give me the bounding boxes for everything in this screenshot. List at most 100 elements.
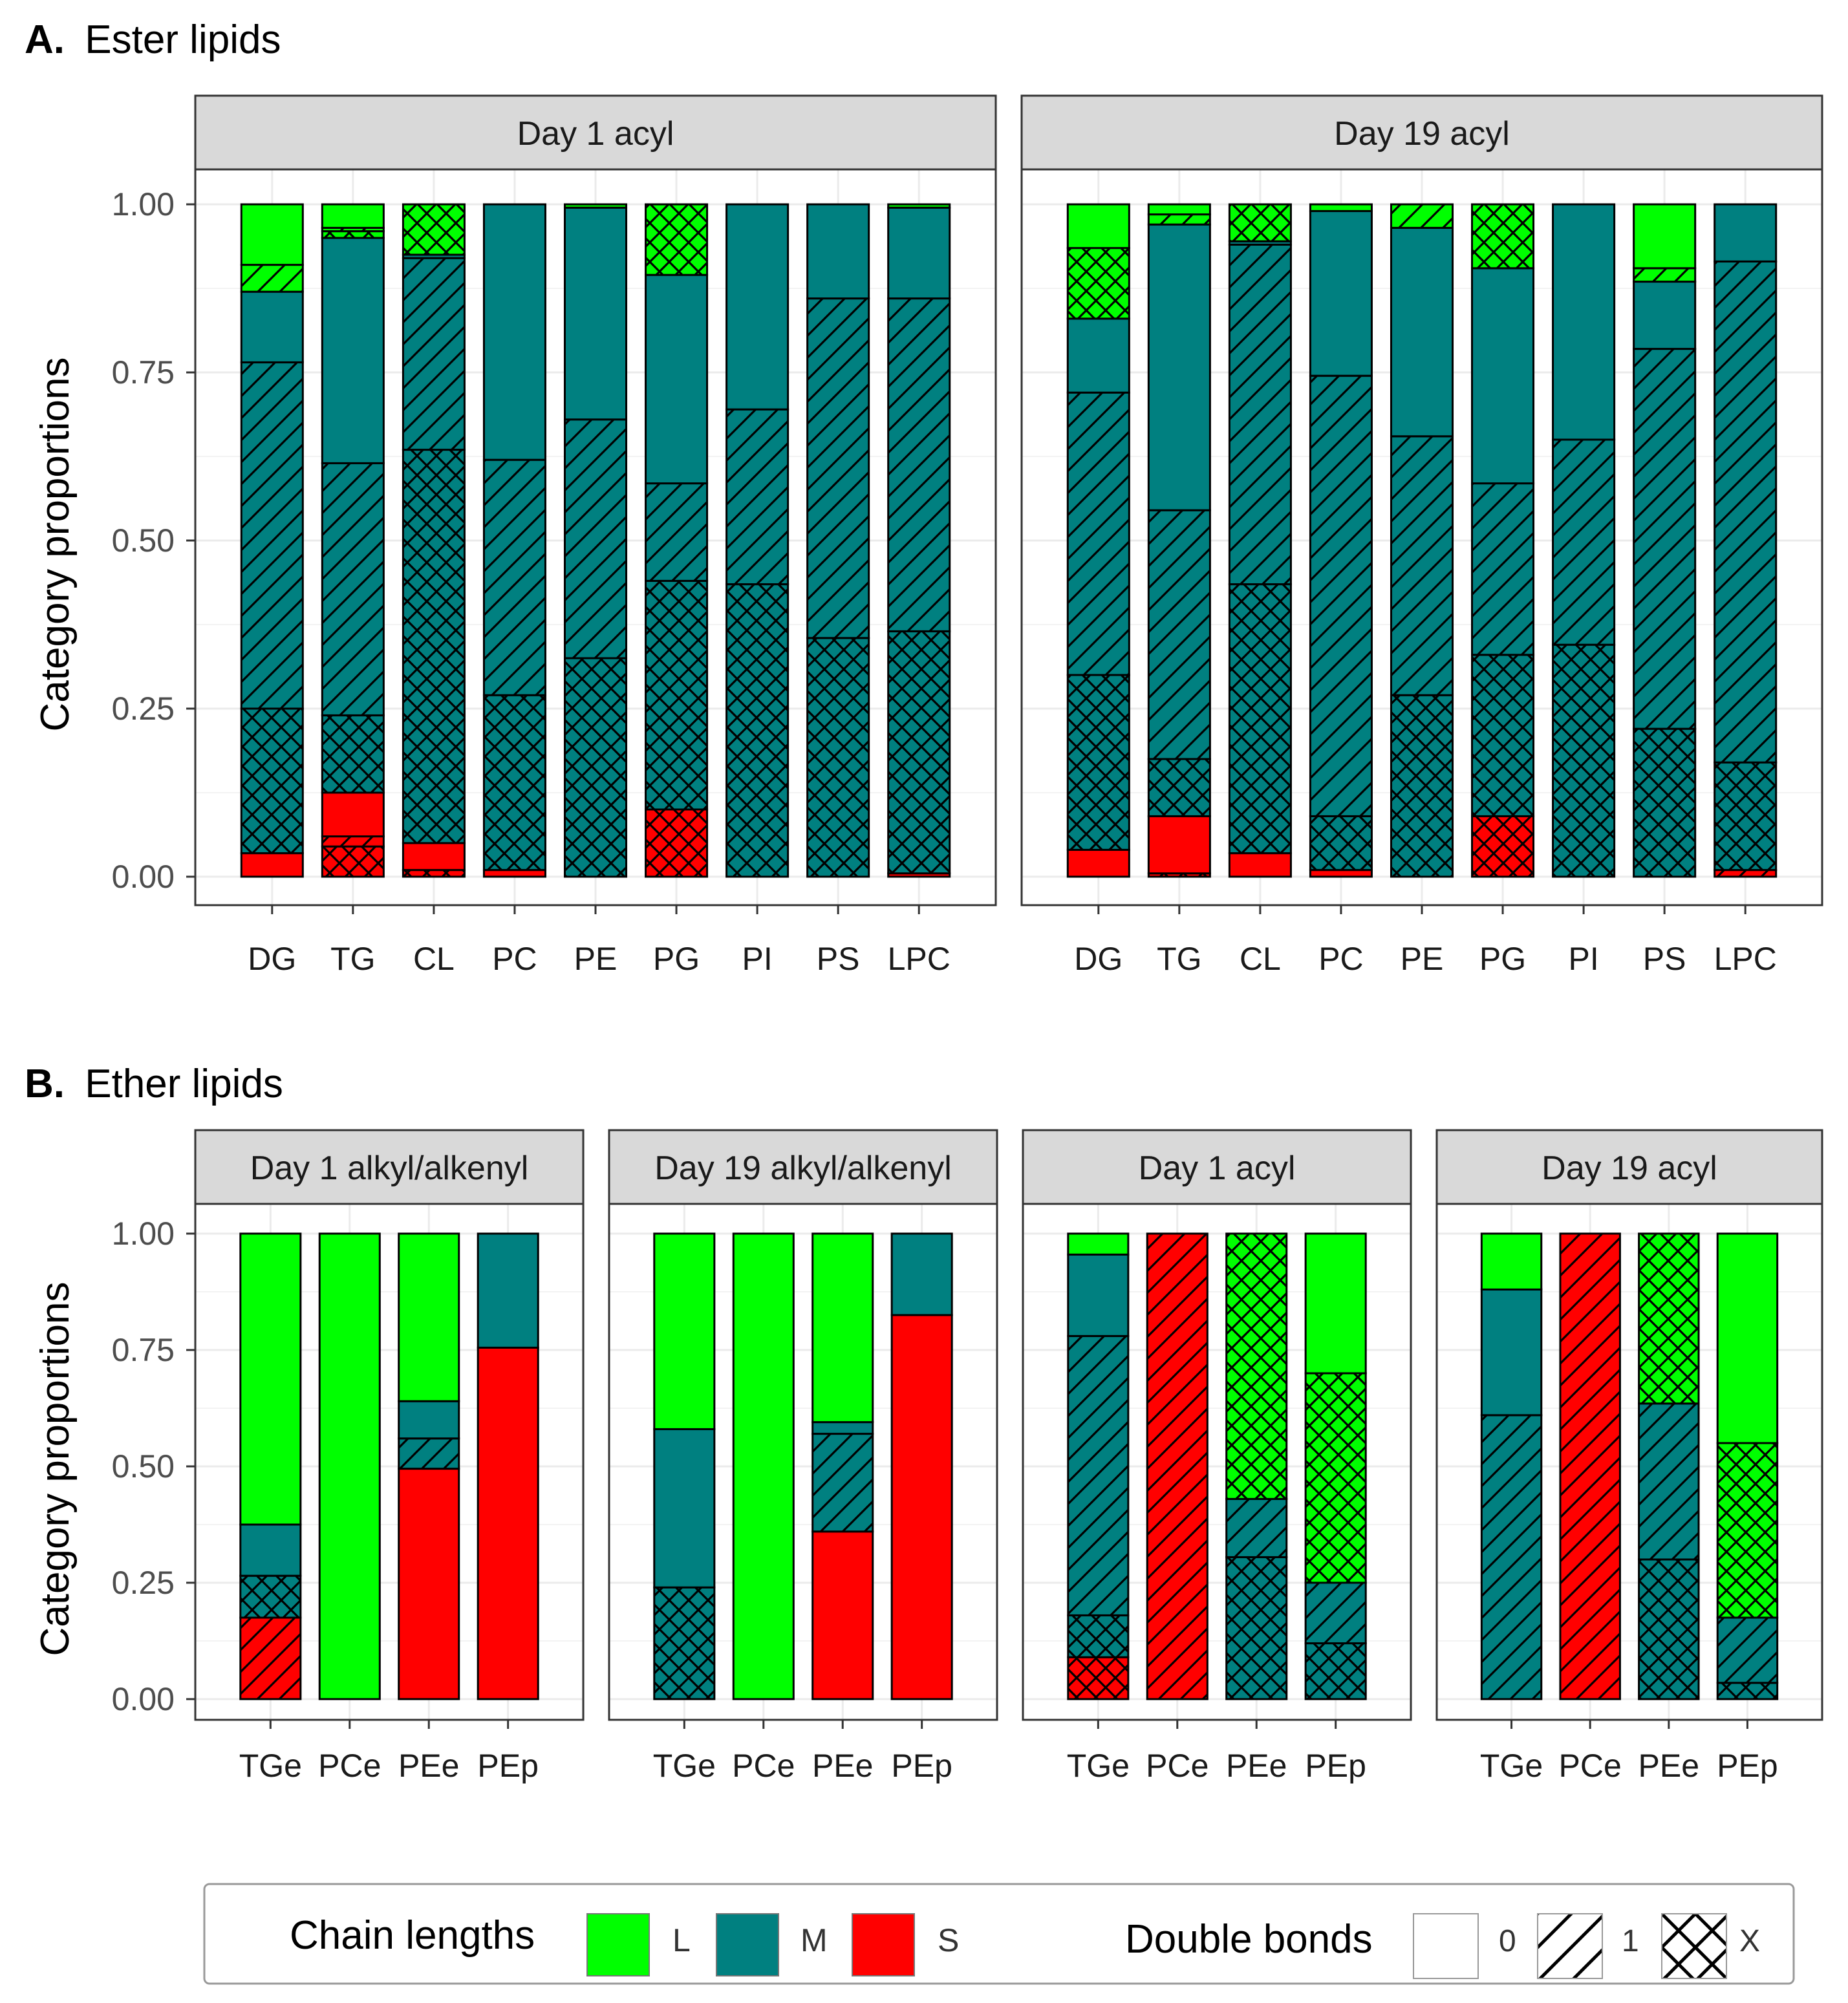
- bar-segment-tg-m-1-pattern: [322, 463, 384, 716]
- bar-segment-pee-l-x-pattern: [1638, 1234, 1699, 1404]
- bar-segment-pce-l-0-outline: [732, 1232, 795, 1700]
- legend-label-l: L: [672, 1922, 691, 1958]
- panel-b-facet: Day 1 acyl TGe PCe PEe PEp: [1022, 1129, 1412, 1784]
- bar-segment-pg-m-0: [1472, 268, 1534, 484]
- bar-segment-cl-l-x-pattern: [1229, 204, 1291, 242]
- panel-b-y-tick-label: 0.75: [112, 1332, 175, 1368]
- panel-b-facet: Day 1 alkyl/alkenyl TGe PCe PEe PEp: [186, 1129, 585, 1784]
- bar-segment-pe-m-1-pattern: [564, 419, 627, 658]
- bar-segment-pep-s-0: [892, 1315, 952, 1699]
- bar-segment-tg-s-1-pattern: [322, 836, 384, 847]
- bar-segment-pce-l-0: [319, 1234, 380, 1699]
- x-tick-label-pee: PEe: [1226, 1748, 1287, 1784]
- x-tick-label-pep: PEp: [1305, 1748, 1366, 1784]
- bar-segment-pe-m-0: [564, 208, 627, 420]
- bar-segment-pep-l-x-pattern: [1717, 1443, 1778, 1618]
- bar-segment-lpc-m-0-outline: [1714, 203, 1778, 262]
- bar-segment-pc-m-1-pattern: [1310, 376, 1372, 817]
- bar-segment-pee-m-x-pattern: [1226, 1557, 1287, 1699]
- bar-segment-tge-l-0-outline: [239, 1232, 302, 1526]
- plot-border: [194, 168, 997, 906]
- legend-label-s: S: [938, 1922, 959, 1958]
- bar-segment-pep-m-1-pattern: [1717, 1618, 1778, 1683]
- plot-border: [1020, 168, 1823, 906]
- bar-segment-ps-m-x-pattern: [1633, 729, 1695, 877]
- bar-segment-cl-m-1-pattern: [403, 258, 465, 450]
- legend-swatch-bond-x: [1661, 1913, 1727, 1979]
- bar-segment-pee-s-0: [398, 1468, 459, 1699]
- bar-segment-tge-m-1-pattern: [1068, 1336, 1128, 1616]
- bar-segment-pee-m-1-pattern: [812, 1433, 873, 1532]
- legend-swatch-l: [586, 1913, 650, 1976]
- bar-segment-ps-m-0: [1633, 281, 1695, 349]
- bar-segment-pc-m-0: [1310, 211, 1372, 376]
- x-tick-label-dg: DG: [248, 941, 296, 977]
- bar-segment-pep-l-0: [1717, 1234, 1778, 1443]
- bar-segment-pi-m-0-outline: [725, 203, 790, 411]
- bar-segment-pep-s-0: [478, 1347, 539, 1699]
- bar-segment-tg-m-0: [1148, 224, 1210, 511]
- facet-strip: [608, 1129, 998, 1205]
- x-tick-label-tge: TGe: [239, 1748, 302, 1784]
- bar-segment-pg-l-x-pattern: [645, 204, 707, 275]
- x-tick-label-pce: PCe: [1559, 1748, 1622, 1784]
- bar-segment-pi-m-x-pattern: [726, 584, 788, 877]
- bar-segment-pep-l-x-pattern: [1305, 1373, 1366, 1583]
- panel-a-label: Ester lipids: [85, 17, 281, 62]
- bar-segment-tge-l-0: [1068, 1234, 1128, 1255]
- bar-segment-pep-m-x-pattern: [1305, 1643, 1366, 1699]
- panel-a-letter: A.: [25, 17, 65, 62]
- bar-segment-pe-m-x-pattern: [564, 658, 627, 877]
- panel-a-y-tick-label: 0.00: [112, 859, 175, 895]
- x-tick-label-pc: PC: [1318, 941, 1363, 977]
- panel-b-y-tick-label: 1.00: [112, 1216, 175, 1252]
- panel-b-y-tick-label: 0.50: [112, 1448, 175, 1484]
- legend-bond-title: Double bonds: [1125, 1917, 1373, 1962]
- bar-segment-pg-l-x-pattern: [1472, 204, 1534, 268]
- bar-segment-pc-s-0: [484, 870, 546, 877]
- bar-segment-pg-m-1-pattern: [1472, 483, 1534, 655]
- bar-segment-pi-m-x-pattern: [1553, 645, 1615, 877]
- x-tick-label-tge: TGe: [1480, 1748, 1543, 1784]
- bar-segment-pe-l-1-outline: [1390, 203, 1454, 229]
- bar-segment-cl-m-0: [403, 255, 465, 259]
- x-tick-label-tg: TG: [1157, 941, 1201, 977]
- panel-b-y-axis-label: Category proportions: [33, 1282, 78, 1656]
- bar-segment-tg-l-0: [1148, 204, 1210, 215]
- bar-segment-ps-m-0: [807, 204, 869, 299]
- bar-segment-cl-m-1-pattern: [1229, 244, 1291, 584]
- bar-segment-lpc-m-0: [1714, 204, 1776, 262]
- x-tick-label-pee: PEe: [398, 1748, 460, 1784]
- bar-segment-tg-s-0: [322, 793, 384, 837]
- bar-segment-pee-s-0: [812, 1531, 873, 1699]
- panel-a-y-tick-label: 0.50: [112, 522, 175, 559]
- bar-segment-dg-s-0: [1068, 850, 1130, 877]
- legend-label-bond-1: 1: [1622, 1924, 1639, 1958]
- x-tick-label-pep: PEp: [891, 1748, 952, 1784]
- bar-segment-dg-m-x-pattern: [1068, 675, 1130, 850]
- bar-segment-lpc-m-1-pattern: [1714, 261, 1776, 763]
- bar-segment-pe-l-0-outline: [563, 203, 628, 209]
- bar-segment-cl-s-0: [1229, 853, 1291, 877]
- bar-segment-pg-m-x-pattern: [1472, 654, 1534, 817]
- bar-segment-cl-l-x-outline: [402, 203, 466, 256]
- bar-segment-lpc-l-0: [888, 204, 950, 208]
- bar-segment-cl-m-0: [1229, 241, 1291, 245]
- bar-segment-pg-l-x-outline: [645, 203, 709, 276]
- bar-segment-tg-s-x-pattern: [1148, 873, 1210, 877]
- bar-segment-lpc-m-x-pattern: [1714, 762, 1776, 870]
- bar-segment-dg-l-x-pattern: [1068, 248, 1130, 319]
- bar-segment-cl-l-x-pattern: [403, 204, 465, 255]
- plot-border: [1022, 1203, 1412, 1721]
- bar-segment-pg-l-x-outline: [1471, 203, 1535, 270]
- bar-segment-pee-m-0: [812, 1422, 873, 1434]
- bar-segment-tge-m-x-pattern: [240, 1576, 301, 1618]
- panel-b-y-tick-label: 0.25: [112, 1565, 175, 1601]
- bar-segment-tge-m-x-pattern: [654, 1587, 714, 1699]
- bar-segment-tge-l-0: [240, 1234, 301, 1525]
- bar-segment-pce-s-1-pattern: [1560, 1234, 1620, 1699]
- x-tick-label-dg: DG: [1074, 941, 1123, 977]
- facet-strip-label: Day 19 alkyl/alkenyl: [654, 1150, 952, 1187]
- panel-a-y-tick-label: 0.25: [112, 691, 175, 727]
- bar-segment-pep-l-0-outline: [1716, 1232, 1779, 1444]
